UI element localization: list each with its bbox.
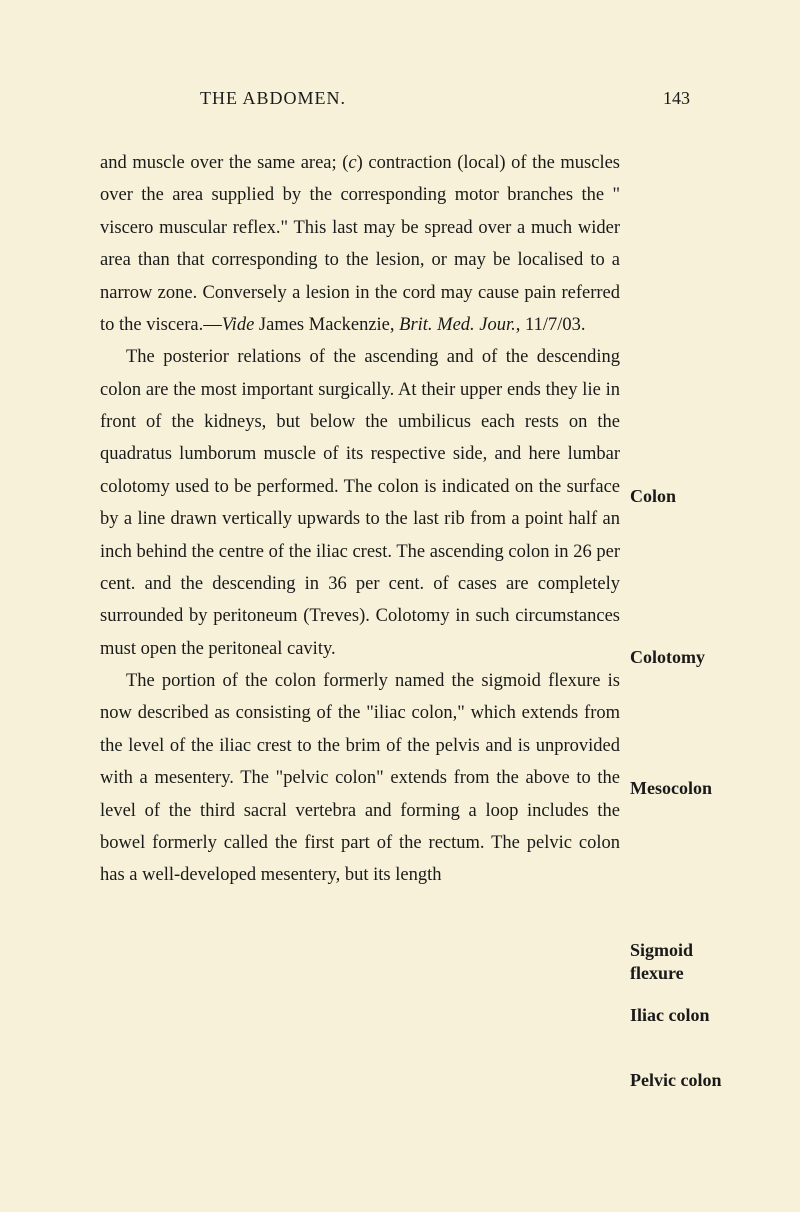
margin-note-iliac: Iliac colon bbox=[630, 1004, 750, 1027]
header-title: THE ABDOMEN. bbox=[200, 88, 346, 109]
text-segment: and muscle over the same area; ( bbox=[100, 153, 348, 173]
text-segment: James Mackenzie, bbox=[254, 315, 399, 335]
page-header: THE ABDOMEN. 143 bbox=[100, 88, 750, 109]
margin-note-colon: Colon bbox=[630, 485, 750, 508]
italic-text: Vide bbox=[222, 315, 255, 335]
margin-note-sigmoid: Sigmoid flexure bbox=[630, 939, 750, 986]
text-segment: , 11/7/03. bbox=[516, 315, 586, 335]
page-number: 143 bbox=[663, 88, 690, 109]
text-segment: ) contraction (local) of the muscles ove… bbox=[100, 153, 620, 335]
italic-text: Brit. Med. Jour. bbox=[399, 315, 516, 335]
italic-text: c bbox=[348, 153, 356, 173]
margin-note-mesocolon: Mesocolon bbox=[630, 777, 750, 800]
margin-note-pelvic: Pelvic colon bbox=[630, 1069, 750, 1092]
page-content: and muscle over the same area; (c) contr… bbox=[100, 147, 750, 892]
margin-note-colotomy: Colotomy bbox=[630, 646, 750, 669]
paragraph-1: and muscle over the same area; (c) contr… bbox=[100, 147, 750, 341]
